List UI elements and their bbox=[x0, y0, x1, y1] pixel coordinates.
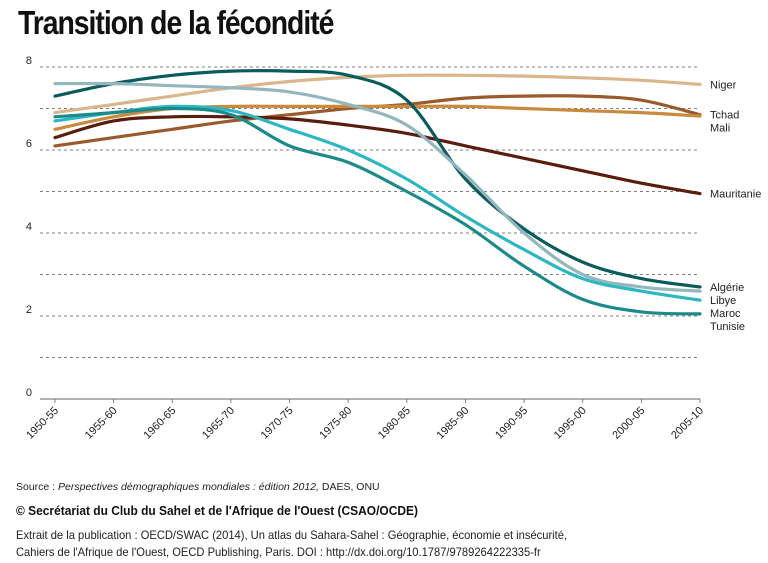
series-line-mauritanie bbox=[53, 114, 702, 196]
series-label-niger: Niger bbox=[710, 79, 737, 91]
y-tick-label: 2 bbox=[26, 304, 32, 316]
extract-line-1: Extrait de la publication : OECD/SWAC (2… bbox=[16, 528, 568, 542]
x-tick-label: 1955-60 bbox=[83, 405, 120, 442]
y-tick-label: 8 bbox=[26, 55, 32, 67]
source-prefix: Source : bbox=[16, 481, 59, 493]
y-tick-label: 4 bbox=[26, 221, 32, 233]
series-label-maroc: Maroc bbox=[710, 308, 741, 320]
series-line-tchad bbox=[53, 94, 702, 148]
x-tick-label: 1960-65 bbox=[141, 405, 178, 442]
extract-line-2: Cahiers de l'Afrique de l'Ouest, OECD Pu… bbox=[16, 545, 541, 559]
chart-title: Transition de la fécondité bbox=[18, 4, 334, 41]
x-axis-ticks: 1950-55 1955-60 1960-65 1965-70 1970-75 1975-… bbox=[24, 399, 706, 442]
y-axis-ticks: 0 2 4 6 8 bbox=[26, 55, 32, 399]
series-line-maroc bbox=[53, 104, 702, 302]
y-tick-label: 0 bbox=[26, 387, 32, 399]
series-line-niger bbox=[53, 73, 702, 115]
x-tick-label: 1965-70 bbox=[200, 405, 237, 442]
copyright-notice: © Secrétariat du Club du Sahel et de l'A… bbox=[16, 503, 418, 518]
x-tick-label: 2005-10 bbox=[669, 405, 706, 442]
x-tick-label: 1980-85 bbox=[376, 405, 413, 442]
source-publication: Perspectives démographiques mondiales : … bbox=[58, 481, 319, 493]
source-note: Source : Perspectives démographiques mon… bbox=[16, 481, 380, 493]
x-tick-label: 1990-95 bbox=[493, 405, 530, 442]
series-label-libye: Libye bbox=[710, 295, 736, 307]
series-line-libye bbox=[53, 81, 702, 293]
source-suffix: DAES, ONU bbox=[318, 481, 380, 493]
publication-extract: Extrait de la publication : OECD/SWAC (2… bbox=[16, 527, 567, 561]
series-label-tchad: Tchad bbox=[710, 110, 739, 122]
series-label-mali: Mali bbox=[710, 123, 730, 135]
series-lines bbox=[53, 69, 702, 316]
y-tick-label: 6 bbox=[26, 138, 32, 150]
x-tick-label: 1970-75 bbox=[259, 405, 296, 442]
x-tick-label: 2000-05 bbox=[610, 405, 647, 442]
fertility-line-chart: 0 2 4 6 8 1950-55 1955-60 1960-65 1965-70 1970-7… bbox=[24, 55, 761, 442]
series-label-tunisie: Tunisie bbox=[710, 321, 745, 333]
series-label-mauritanie: Mauritanie bbox=[710, 189, 761, 201]
series-line-algerie bbox=[53, 69, 702, 289]
series-line-tunisie bbox=[53, 106, 702, 316]
series-label-algerie: Algérie bbox=[710, 282, 744, 294]
x-tick-label: 1950-55 bbox=[24, 405, 61, 442]
x-tick-label: 1985-90 bbox=[435, 405, 472, 442]
x-tick-label: 1995-00 bbox=[552, 405, 589, 442]
x-tick-label: 1975-80 bbox=[317, 405, 354, 442]
